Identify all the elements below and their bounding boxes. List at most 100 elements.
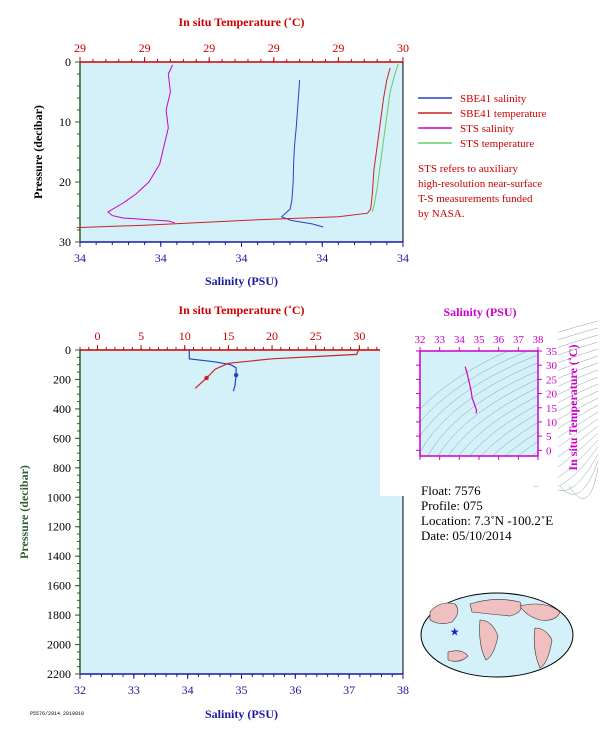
x-tick-label: 38	[397, 683, 409, 697]
y-axis-label: Pressure (decibar)	[17, 465, 31, 559]
x2-tick-label: 29	[268, 41, 280, 55]
float-info: Float: 7576 Profile: 075 Location: 7.3˚N…	[421, 483, 553, 543]
x-tick-label: 34	[182, 683, 194, 697]
ts-y-tick-label: 0	[546, 445, 552, 457]
ts-series-line	[464, 366, 478, 414]
y-tick-label: 1200	[47, 520, 71, 534]
density-contour	[532, 439, 599, 487]
series-line	[107, 64, 175, 224]
x-tick-label: 34	[316, 251, 328, 265]
world-map-land	[519, 603, 561, 621]
footer-id: P5576/2014 2019010	[30, 711, 85, 717]
profile-number: Profile: 075	[421, 498, 483, 513]
x2-tick-label: 15	[222, 329, 234, 343]
note-line: STS refers to auxiliary	[418, 163, 518, 175]
x2-tick-label: 10	[179, 329, 191, 343]
clip-mask-top	[420, 311, 538, 351]
x2-axis-label: In situ Temperature (˚C)	[178, 15, 304, 29]
y-tick-label: 800	[53, 461, 71, 475]
ts-y-tick-label: 30	[546, 360, 558, 372]
y-tick-label: 0	[65, 55, 71, 69]
series-line	[188, 350, 237, 392]
clip-mask-right	[538, 311, 558, 496]
x-axis-label: Salinity (PSU)	[205, 274, 278, 288]
y-tick-label: 1800	[47, 608, 71, 622]
x2-tick-label: 20	[266, 329, 278, 343]
ts-y-tick-label: 5	[546, 431, 552, 443]
clip-mask-left	[380, 311, 420, 496]
ts-x-tick-label: 38	[533, 334, 545, 346]
x-tick-label: 35	[236, 683, 248, 697]
float-location: Location: 7.3˚N -100.2˚E	[421, 513, 554, 528]
x2-tick-label: 0	[94, 329, 100, 343]
y-tick-label: 200	[53, 372, 71, 386]
world-map-land	[533, 627, 553, 669]
note-line: T-S measurements funded	[418, 193, 533, 205]
ts-y-axis-label: In situ Temperature (˚C)	[566, 344, 580, 470]
plot-area	[80, 62, 403, 242]
legend-label: SBE41 salinity	[460, 93, 527, 105]
y-tick-label: 1000	[47, 490, 71, 504]
series-line	[280, 79, 324, 228]
density-contour	[568, 467, 599, 499]
y-tick-label: 30	[59, 235, 71, 249]
series-line	[371, 63, 399, 213]
world-map-land	[429, 602, 459, 624]
y-tick-label: 10	[59, 115, 71, 129]
legend-label: STS temperature	[460, 138, 534, 150]
y-tick-label: 2000	[47, 638, 71, 652]
y-tick-label: 2200	[47, 667, 71, 681]
x-tick-label: 37	[343, 683, 355, 697]
x-tick-label: 36	[289, 683, 301, 697]
ts-x-tick-label: 34	[454, 334, 466, 346]
y-tick-label: 400	[53, 402, 71, 416]
y-tick-label: 20	[59, 175, 71, 189]
x2-tick-label: 29	[74, 41, 86, 55]
note-line: high-resolution near-surface	[418, 178, 543, 190]
ts-x-tick-label: 32	[415, 334, 426, 346]
x-axis-label: Salinity (PSU)	[205, 707, 278, 721]
ts-x-tick-label: 37	[513, 334, 525, 346]
x2-tick-label: 30	[397, 41, 409, 55]
x-tick-label: 33	[128, 683, 140, 697]
y-tick-label: 600	[53, 431, 71, 445]
y-tick-label: 1600	[47, 579, 71, 593]
ts-y-tick-label: 20	[546, 389, 558, 401]
ts-y-tick-label: 10	[546, 417, 558, 429]
y-axis-label: Pressure (decibar)	[31, 105, 45, 199]
series-marker	[233, 372, 239, 378]
clip-mask-bottom	[420, 456, 538, 486]
ts-x-tick-label: 33	[434, 334, 446, 346]
x2-tick-label: 29	[139, 41, 151, 55]
x2-tick-label: 25	[310, 329, 322, 343]
profile-date: Date: 05/10/2014	[421, 528, 512, 543]
x2-tick-label: 30	[353, 329, 365, 343]
ts-x-tick-label: 35	[474, 334, 486, 346]
y-tick-label: 0	[65, 343, 71, 357]
y-tick-label: 1400	[47, 549, 71, 563]
float-location-star-icon: ★	[450, 626, 460, 639]
ts-y-tick-label: 35	[546, 346, 558, 358]
ts-x-axis-label: Salinity (PSU)	[443, 305, 516, 319]
series-line	[76, 67, 391, 229]
x-tick-label: 34	[236, 251, 248, 265]
ts-y-tick-label: 15	[546, 403, 558, 415]
legend-label: STS salinity	[460, 123, 515, 135]
x-tick-label: 34	[155, 251, 167, 265]
x-tick-label: 34	[397, 251, 409, 265]
plot-area	[80, 350, 403, 674]
x2-tick-label: 29	[332, 41, 344, 55]
note-line: by NASA.	[418, 208, 465, 220]
legend-label: SBE41 temperature	[460, 108, 547, 120]
x-tick-label: 34	[74, 251, 86, 265]
ts-y-tick-label: 25	[546, 374, 558, 386]
world-map-land	[469, 599, 522, 617]
x-tick-label: 32	[74, 683, 86, 697]
density-contour	[559, 460, 599, 495]
world-map-land	[479, 619, 499, 661]
x2-tick-label: 29	[203, 41, 215, 55]
x2-tick-label: 5	[138, 329, 144, 343]
legend-note: STS refers to auxiliary high-resolution …	[418, 162, 542, 222]
x2-axis-label: In situ Temperature (˚C)	[178, 303, 304, 317]
